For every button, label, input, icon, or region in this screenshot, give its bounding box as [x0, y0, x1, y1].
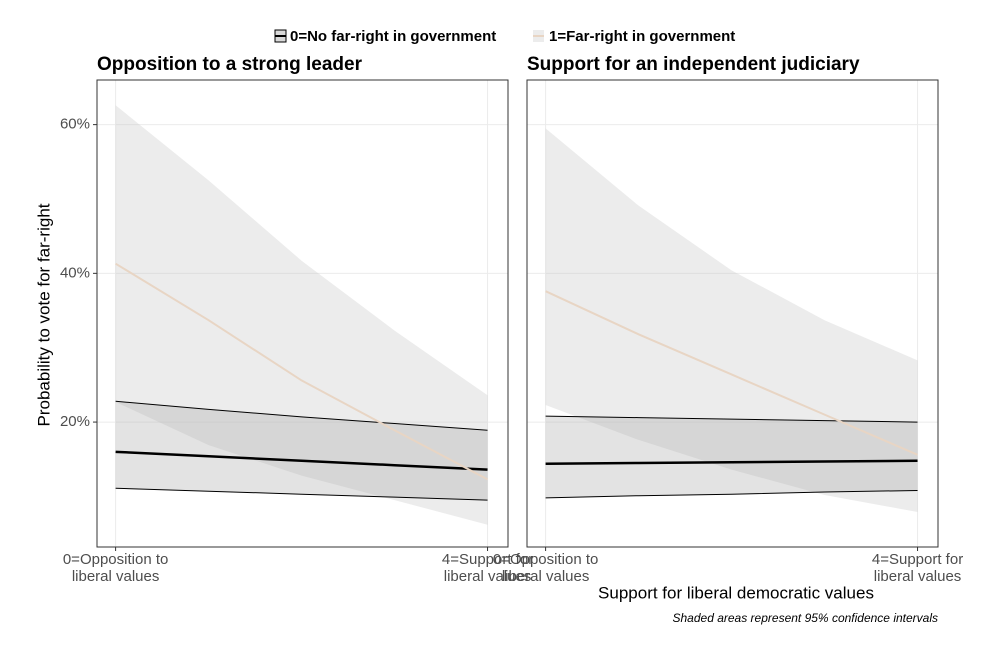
series-line	[545, 290, 918, 456]
x-tick-label: 0=Opposition to liberal values	[63, 551, 169, 585]
y-tick-label: 40%	[60, 264, 90, 281]
panel-title: Opposition to a strong leader	[97, 54, 363, 75]
legend: 0=No far-right in government 1=Far-right…	[274, 28, 735, 45]
panel-frame	[526, 79, 939, 548]
note: Shaded areas represent 95% confidence in…	[673, 611, 939, 625]
series-line	[115, 262, 489, 481]
panel-frame	[96, 79, 509, 548]
x-axis-label: Support for liberal democratic values	[598, 583, 874, 602]
band-edge	[115, 400, 488, 431]
band-edge	[115, 487, 488, 501]
band-edge	[545, 489, 918, 499]
panel-title: Support for an independent judiciary	[527, 54, 860, 75]
y-tick-label: 60%	[60, 116, 90, 133]
series-line	[115, 450, 488, 471]
confidence-band	[115, 105, 488, 525]
legend-label: 0=No far-right in government	[290, 28, 496, 45]
confidence-band	[545, 416, 918, 498]
band-edge	[545, 415, 918, 423]
confidence-band	[545, 128, 918, 513]
x-tick-label: 4=Support for liberal values	[872, 551, 963, 585]
y-tick-label: 20%	[60, 413, 90, 430]
y-axis-label: Probability to vote for far-right	[34, 203, 53, 426]
x-tick-label: 0=Opposition to liberal values	[493, 551, 599, 585]
series-line	[545, 459, 918, 465]
x-tick-label: 4=Support for liberal values	[442, 551, 533, 585]
legend-label: 1=Far-right in government	[549, 28, 735, 45]
confidence-band	[115, 401, 488, 501]
